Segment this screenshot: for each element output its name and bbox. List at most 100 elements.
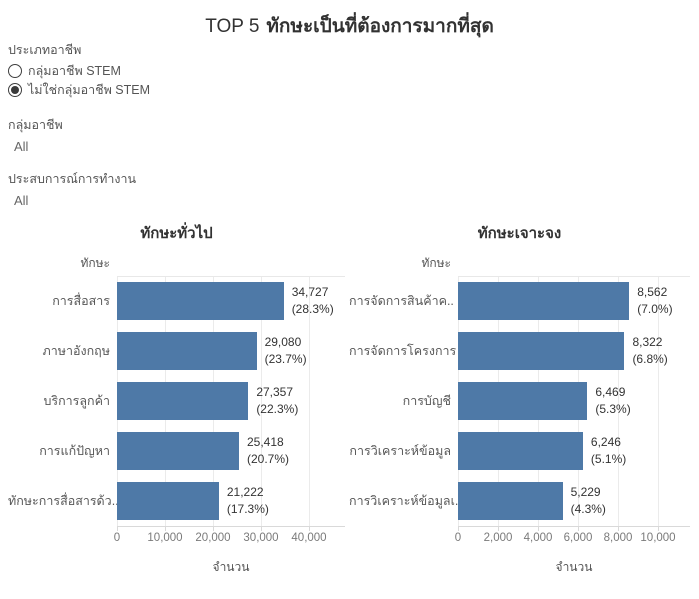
category-label[interactable]: บริการลูกค้า (43, 393, 110, 408)
tick-mark (213, 527, 214, 531)
tick-mark (261, 527, 262, 531)
value-label: 34,727 (28.3%) (291, 284, 334, 316)
bar[interactable] (458, 382, 588, 420)
value-label: 25,418 (20.7%) (247, 434, 290, 466)
bar-row: การสื่อสาร 34,727 (28.3%) (8, 276, 345, 326)
category-label[interactable]: การบัญชี (402, 393, 451, 408)
x-tick-label: 30,000 (243, 532, 279, 544)
gridline (309, 277, 310, 526)
bar-zone: 5,229 (4.3%) (458, 476, 690, 526)
category-label[interactable]: การวิเคราะห์ข้อมูลเ.. (349, 493, 462, 508)
bar-zone: 8,322 (6.8%) (458, 326, 690, 376)
page-title-prefix: TOP 5 (205, 16, 260, 37)
radio-option-non-stem[interactable]: ไม่ใช่กลุ่มอาชีพ STEM (8, 80, 238, 99)
bar-zone: 21,222 (17.3%) (117, 476, 345, 526)
value-label: 6,469 (5.3%) (595, 384, 631, 416)
bar-zone: 29,080 (23.7%) (117, 326, 345, 376)
gridline (618, 277, 619, 526)
tick-mark (578, 527, 579, 531)
chart-title: ทักษะเจาะจง (477, 225, 562, 242)
x-tick-label: 20,000 (195, 532, 231, 544)
x-tick-label: 0 (454, 532, 462, 544)
tick-mark (458, 527, 459, 531)
filter-label-occupation-group: กลุ่มอาชีพ (8, 118, 63, 132)
x-tick-label: 0 (113, 532, 121, 544)
work-experience-value[interactable]: All (14, 193, 29, 208)
rows: การสื่อสาร 34,727 (28.3%) ภาษาอังกฤษ 29,080(… (8, 276, 345, 526)
bar-row: การจัดการสินค้าค.. 8,562 (7.0%) (349, 276, 690, 326)
plot-area: การสื่อสาร 34,727 (28.3%) ภาษาอังกฤษ 29,080(… (8, 276, 345, 526)
x-tick-label: 10,000 (640, 532, 676, 544)
bar-zone: 27,357 (22.3%) (117, 376, 345, 426)
bar[interactable] (117, 432, 239, 470)
page-title: TOP 5 ทักษะเป็นที่ต้องการมากที่สุด (0, 11, 699, 41)
category-label[interactable]: ภาษาอังกฤษ (42, 343, 110, 358)
tick-mark (618, 527, 619, 531)
chart-specific-skills: ทักษะเจาะจง ทักษะ การจัดการสินค้าค.. 8,56… (349, 222, 690, 577)
x-tick-label: 40,000 (291, 532, 327, 544)
gridline (658, 277, 659, 526)
rows: การจัดการสินค้าค.. 8,562 (7.0%) การจัดการโค… (349, 276, 690, 526)
filter-panel: ประเภทอาชีพ กลุ่มอาชีพ STEM ไม่ใช่กลุ่มอ… (8, 40, 238, 210)
bar-row: การวิเคราะห์ข้อมูลเ.. 5,229 (4.3%) (349, 476, 690, 526)
row-header-label: ทักษะ (421, 256, 451, 270)
chart-title: ทักษะทั่วไป (140, 225, 213, 242)
x-axis: 0 2,000 4,000 6,000 8,000 10,000 (454, 526, 690, 549)
bar[interactable] (117, 332, 257, 370)
bar-zone: 25,418 (20.7%) (117, 426, 345, 476)
category-label[interactable]: การแก้ปัญหา (39, 443, 110, 458)
tick-mark (538, 527, 539, 531)
category-label[interactable]: การสื่อสาร (52, 293, 110, 308)
bar[interactable] (458, 282, 630, 320)
bar-zone: 8,562 (7.0%) (458, 276, 690, 326)
x-tick-label: 6,000 (563, 532, 593, 544)
bar-row: การบัญชี 6,469 (5.3%) (349, 376, 690, 426)
value-label: 29,080 (23.7%) (264, 334, 307, 366)
value-label: 21,222 (17.3%) (226, 484, 269, 516)
value-label: 6,246 (5.1%) (590, 434, 627, 466)
radio-icon[interactable] (8, 82, 22, 97)
category-label[interactable]: ทักษะการสื่อสารด้ว.. (8, 493, 119, 508)
gridline (261, 277, 262, 526)
bar-zone: 6,469 (5.3%) (458, 376, 690, 426)
bar[interactable] (117, 382, 249, 420)
x-tick-label: 2,000 (483, 532, 513, 544)
tick-mark (658, 527, 659, 531)
tick-mark (498, 527, 499, 531)
bar-zone: 6,246 (5.1%) (458, 426, 690, 476)
bar[interactable] (458, 432, 583, 470)
bar-row: ภาษาอังกฤษ 29,080 (23.7%) (8, 326, 345, 376)
radio-option-label[interactable]: ไม่ใช่กลุ่มอาชีพ STEM (28, 82, 151, 97)
x-tick-label: 10,000 (147, 532, 183, 544)
value-label: 5,229 (4.3%) (570, 484, 606, 516)
tick-mark (117, 527, 118, 531)
bar-row: ทักษะการสื่อสารด้ว.. 21,222 (17.3%) (8, 476, 345, 526)
category-label[interactable]: การวิเคราะห์ข้อมูล (349, 443, 451, 458)
tick-mark (165, 527, 166, 531)
x-axis: 0 10,000 20,000 30,000 40,000 (113, 526, 345, 549)
bar[interactable] (458, 482, 563, 520)
filter-label-occupation-type: ประเภทอาชีพ (8, 43, 82, 57)
tick-mark (309, 527, 310, 531)
x-tick-label: 4,000 (523, 532, 553, 544)
value-label: 8,562 (7.0%) (637, 284, 673, 316)
category-label[interactable]: การจัดการโครงการ (349, 343, 457, 358)
bar-row: การแก้ปัญหา 25,418 (20.7%) (8, 426, 345, 476)
bar-row: บริการลูกค้า 27,357 (22.3%) (8, 376, 345, 426)
chart-general-skills: ทักษะทั่วไป ทักษะ การสื่อสาร 34,727 (28.3%… (8, 222, 345, 577)
radio-icon[interactable] (8, 63, 22, 78)
filter-label-work-experience: ประสบการณ์การทำงาน (8, 172, 137, 186)
radio-option-label[interactable]: กลุ่มอาชีพ STEM (28, 63, 121, 78)
bar-row: การจัดการโครงการ 8,322 (6.8%) (349, 326, 690, 376)
bar-row: การวิเคราะห์ข้อมูล 6,246 (5.1%) (349, 426, 690, 476)
bar[interactable] (117, 482, 219, 520)
occupation-group-value[interactable]: All (14, 139, 29, 154)
category-label[interactable]: การจัดการสินค้าค.. (349, 293, 454, 308)
x-tick-label: 8,000 (603, 532, 633, 544)
bar[interactable] (117, 282, 284, 320)
radio-option-stem[interactable]: กลุ่มอาชีพ STEM (8, 61, 238, 80)
x-axis-title: จำนวน (555, 560, 593, 574)
bar[interactable] (458, 332, 625, 370)
value-label: 27,357 (22.3%) (256, 384, 299, 416)
